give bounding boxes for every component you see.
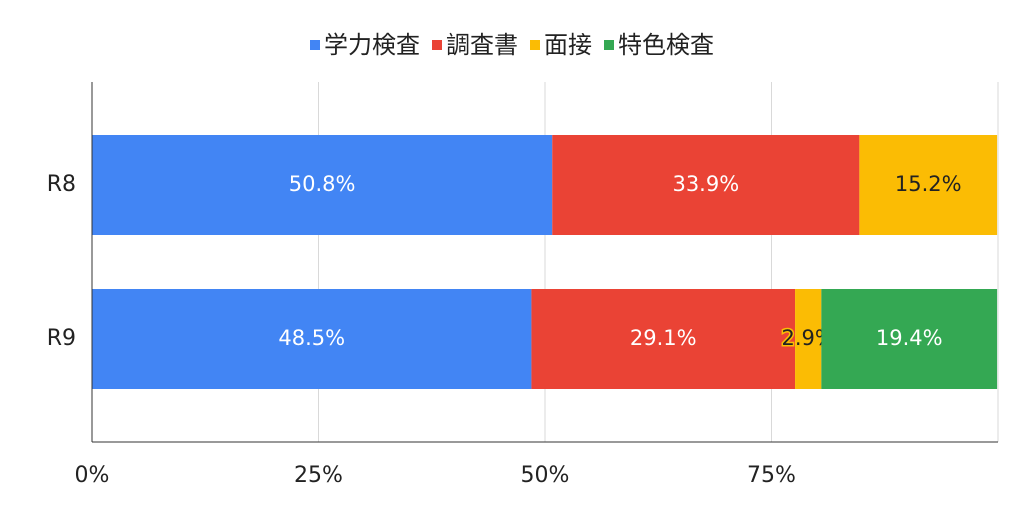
- x-tick-label: 0%: [75, 463, 110, 488]
- data-label: 15.2%: [895, 172, 962, 196]
- legend-label: 調査書: [446, 31, 518, 59]
- legend-swatch: [432, 40, 442, 50]
- x-tick-label: 25%: [294, 463, 343, 488]
- bar-segment: [795, 289, 822, 389]
- data-label: 48.5%: [278, 326, 345, 350]
- x-tick-label: 75%: [747, 463, 796, 488]
- data-label: 33.9%: [672, 172, 739, 196]
- data-label: 19.4%: [876, 326, 943, 350]
- legend-swatch: [530, 40, 540, 50]
- x-tick-label: 50%: [521, 463, 570, 488]
- legend-swatch: [604, 40, 614, 50]
- data-label: 50.8%: [289, 172, 356, 196]
- bar-segment: [552, 135, 860, 235]
- legend-label: 特色検査: [618, 31, 714, 59]
- bar-segment: [92, 289, 532, 389]
- legend-label: 学力検査: [324, 31, 420, 59]
- bar-segment: [531, 289, 796, 389]
- data-label: 29.1%: [630, 326, 697, 350]
- bar-segment: [821, 289, 998, 389]
- y-tick-label: R8: [47, 172, 76, 197]
- y-tick-label: R9: [47, 326, 76, 351]
- bar-segment: [92, 135, 553, 235]
- legend-label: 面接: [544, 31, 592, 59]
- bar-segment: [859, 135, 998, 235]
- legend-swatch: [310, 40, 320, 50]
